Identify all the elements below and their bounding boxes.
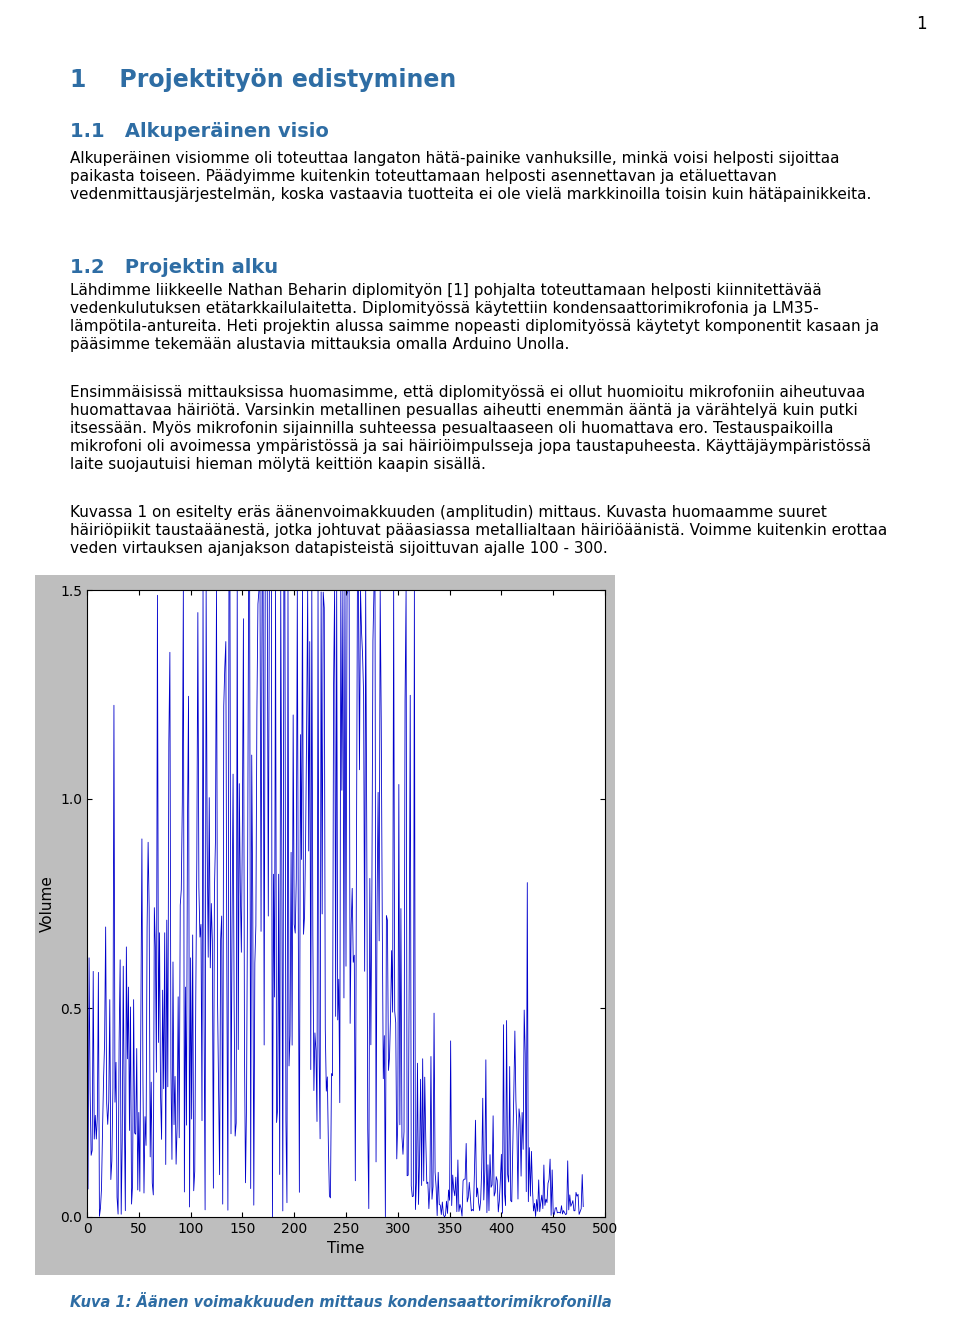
Text: Ensimmäisissä mittauksissa huomasimme, että diplomityössä ei ollut huomioitu mik: Ensimmäisissä mittauksissa huomasimme, e… [70, 384, 865, 400]
Text: veden virtauksen ajanjakson datapisteistä sijoittuvan ajalle 100 - 300.: veden virtauksen ajanjakson datapisteist… [70, 541, 608, 555]
Text: Lähdimme liikkeelle Nathan Beharin diplomityön [1] pohjalta toteuttamaan helpost: Lähdimme liikkeelle Nathan Beharin diplo… [70, 283, 822, 298]
Text: Alkuperäinen visiomme oli toteuttaa langaton hätä-painike vanhuksille, minkä voi: Alkuperäinen visiomme oli toteuttaa lang… [70, 151, 840, 166]
Text: mikrofoni oli avoimessa ympäristössä ja sai häiriöimpulsseja jopa taustapuheesta: mikrofoni oli avoimessa ympäristössä ja … [70, 439, 872, 454]
Text: 1: 1 [916, 15, 926, 33]
Text: häiriöpiikit taustaäänestä, jotka johtuvat pääasiassa metallialtaan häiriöäänist: häiriöpiikit taustaäänestä, jotka johtuv… [70, 523, 887, 538]
Text: Kuvassa 1 on esitelty eräs äänenvoimakkuuden (amplitudin) mittaus. Kuvasta huoma: Kuvassa 1 on esitelty eräs äänenvoimakku… [70, 505, 827, 521]
Text: vedenmittausjärjestelmän, koska vastaavia tuotteita ei ole vielä markkinoilla to: vedenmittausjärjestelmän, koska vastaavi… [70, 187, 872, 202]
Text: paikasta toiseen. Päädyimme kuitenkin toteuttamaan helposti asennettavan ja etäl: paikasta toiseen. Päädyimme kuitenkin to… [70, 170, 777, 184]
Text: itsessään. Myös mikrofonin sijainnilla suhteessa pesualtaaseen oli huomattava er: itsessään. Myös mikrofonin sijainnilla s… [70, 421, 833, 437]
Text: 1    Projektityön edistyminen: 1 Projektityön edistyminen [70, 68, 456, 92]
X-axis label: Time: Time [327, 1242, 365, 1256]
Text: vedenkulutuksen etätarkkailulaitetta. Diplomityössä käytettiin kondensaattorimik: vedenkulutuksen etätarkkailulaitetta. Di… [70, 300, 819, 316]
Text: huomattavaa häiriötä. Varsinkin metallinen pesuallas aiheutti enemmän ääntä ja v: huomattavaa häiriötä. Varsinkin metallin… [70, 403, 858, 418]
Y-axis label: Volume: Volume [39, 874, 55, 932]
Text: Kuva 1: Äänen voimakkuuden mittaus kondensaattorimikrofonilla: Kuva 1: Äänen voimakkuuden mittaus konde… [70, 1295, 612, 1310]
Text: pääsimme tekemään alustavia mittauksia omalla Arduino Unolla.: pääsimme tekemään alustavia mittauksia o… [70, 336, 569, 352]
Text: 1.1   Alkuperäinen visio: 1.1 Alkuperäinen visio [70, 121, 329, 142]
Text: lämpötila-antureita. Heti projektin alussa saimme nopeasti diplomityössä käytety: lämpötila-antureita. Heti projektin alus… [70, 319, 879, 334]
Text: 1.2   Projektin alku: 1.2 Projektin alku [70, 258, 278, 276]
Text: laite suojautuisi hieman mölytä keittiön kaapin sisällä.: laite suojautuisi hieman mölytä keittiön… [70, 457, 486, 473]
